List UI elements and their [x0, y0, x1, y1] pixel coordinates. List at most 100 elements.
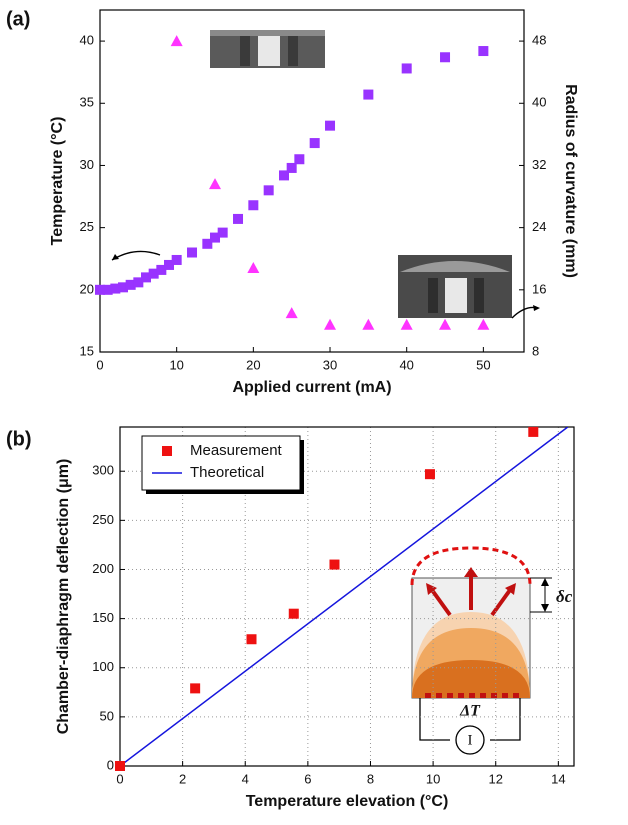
annotation: δc	[556, 587, 573, 606]
chamber-diagram	[410, 546, 552, 755]
triangle-marker	[324, 318, 337, 330]
y2-tick-label: 16	[532, 281, 546, 296]
square-marker	[440, 52, 451, 63]
square-marker	[164, 259, 175, 270]
square-marker	[118, 282, 129, 293]
square-marker	[210, 232, 221, 243]
triangle-marker	[400, 318, 413, 330]
square-marker	[202, 238, 213, 249]
x-tick-label: 8	[367, 771, 374, 786]
y-tick-label: 20	[80, 281, 94, 296]
y-tick-label: 30	[80, 157, 94, 172]
arrow	[111, 250, 161, 261]
y-tick-label: 250	[92, 512, 114, 527]
y-axis-title: Temperature (°C)	[49, 117, 66, 246]
panel-label: (b)	[6, 428, 32, 450]
y-tick-label: 35	[80, 95, 94, 110]
square-marker	[141, 272, 152, 283]
triangle-marker	[209, 178, 222, 190]
square-marker	[148, 268, 159, 279]
x-tick-label: 0	[96, 357, 103, 372]
x-tick-label: 20	[246, 357, 260, 372]
square-marker	[190, 683, 201, 694]
square-marker	[329, 559, 340, 570]
x-tick-label: 40	[399, 357, 413, 372]
triangle-marker	[285, 307, 298, 319]
plot-frame	[119, 426, 575, 767]
legend-label: Theoretical	[190, 464, 264, 481]
panel-label: (a)	[6, 8, 30, 30]
inset-photo	[210, 30, 325, 68]
square-marker	[248, 200, 259, 211]
square-marker	[171, 254, 182, 265]
triangle-marker	[477, 318, 490, 330]
y-axis-title: Chamber-diaphragm deflection (μm)	[55, 459, 72, 735]
square-marker	[115, 761, 125, 771]
square-marker	[125, 279, 136, 290]
square-marker	[363, 89, 374, 100]
square-marker	[325, 120, 336, 131]
series-line	[120, 427, 569, 766]
square-marker	[424, 469, 435, 480]
y-tick-label: 50	[100, 708, 114, 723]
x-tick-label: 30	[323, 357, 337, 372]
square-marker	[246, 634, 257, 645]
x-tick-label: 10	[169, 357, 183, 372]
y-tick-label: 0	[107, 757, 114, 772]
x-tick-label: 4	[242, 771, 249, 786]
square-marker	[133, 277, 144, 288]
y-tick-label: 100	[92, 659, 114, 674]
square-marker	[528, 426, 539, 437]
inset-photo	[398, 255, 512, 318]
square-marker	[286, 162, 297, 173]
x-tick-label: 50	[476, 357, 490, 372]
y-tick-label: 25	[80, 219, 94, 234]
square-marker	[401, 63, 412, 74]
annotation: I	[468, 732, 473, 748]
y2-tick-label: 8	[532, 343, 539, 358]
square-marker	[288, 608, 299, 619]
y2-tick-label: 40	[532, 95, 546, 110]
x-tick-label: 10	[426, 771, 440, 786]
y2-tick-label: 24	[532, 219, 546, 234]
plot-series	[120, 427, 569, 766]
y2-tick-label: 48	[532, 33, 546, 48]
y-tick-label: 150	[92, 610, 114, 625]
square-marker	[294, 154, 305, 165]
y2-tick-label: 32	[532, 157, 546, 172]
square-marker	[233, 213, 244, 224]
square-marker	[156, 264, 167, 275]
square-marker	[309, 138, 320, 149]
y-tick-label: 40	[80, 33, 94, 48]
legend-label: Measurement	[190, 442, 283, 459]
x-axis-title: Applied current (mA)	[232, 379, 391, 396]
square-marker	[263, 185, 274, 196]
y-tick-label: 300	[92, 463, 114, 478]
square-marker	[95, 284, 105, 295]
x-tick-label: 12	[488, 771, 502, 786]
square-marker	[110, 283, 121, 294]
triangle-marker	[362, 318, 375, 330]
triangle-marker	[439, 318, 452, 330]
plot-frame	[99, 9, 525, 353]
legend-box	[141, 435, 301, 491]
square-marker	[478, 46, 489, 57]
x-tick-label: 0	[116, 771, 123, 786]
x-tick-label: 14	[551, 771, 565, 786]
x-axis-title: Temperature elevation (°C)	[246, 793, 449, 810]
y2-axis-title: Radius of curvature (mm)	[562, 84, 579, 278]
square-marker	[187, 247, 198, 258]
square-marker	[217, 227, 228, 238]
triangle-marker	[170, 35, 183, 47]
square-marker	[279, 170, 290, 181]
y-tick-label: 15	[80, 343, 94, 358]
arrow	[112, 254, 119, 260]
y-tick-label: 200	[92, 561, 114, 576]
annotation: ΔT	[459, 703, 481, 720]
arrow	[533, 305, 540, 311]
triangle-marker	[247, 262, 260, 274]
x-tick-label: 6	[304, 771, 311, 786]
x-tick-label: 2	[179, 771, 186, 786]
legend-swatch	[162, 446, 172, 456]
